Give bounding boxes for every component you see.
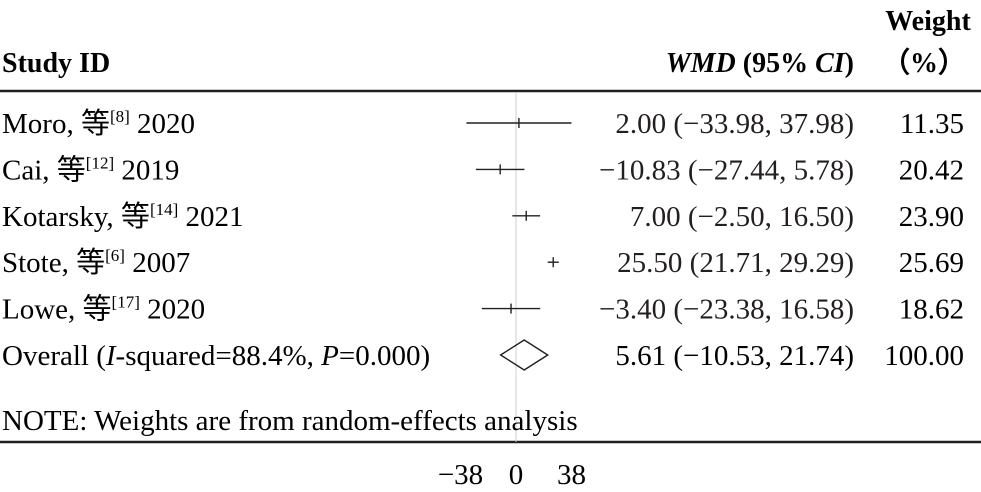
study-label: Lowe, 等[17] 2020 [2, 293, 205, 326]
estimate-text: −10.83 (−27.44, 5.78) [599, 154, 854, 186]
effect-header: WMD (95% CI) [666, 48, 854, 79]
study-label: Stote, 等[6] 2007 [2, 246, 190, 279]
study-year: 2019 [114, 154, 179, 186]
study-name: Kotarsky, 等 [2, 200, 150, 233]
note-text: NOTE: Weights are from random-effects an… [2, 405, 578, 437]
weight-value: 23.90 [899, 201, 964, 233]
study-label: Moro, 等[8] 2020 [2, 107, 195, 140]
weight-value: 11.35 [900, 108, 964, 140]
study-year: 2021 [178, 201, 243, 233]
overall-weight-value: 100.00 [884, 340, 964, 372]
study-ref: [6] [105, 246, 125, 265]
weight-value: 18.62 [899, 294, 964, 326]
x-tick-label: 0 [509, 459, 524, 491]
study-year: 2020 [130, 108, 195, 140]
study-ref: [17] [112, 293, 140, 312]
overall-label-part: I [105, 340, 117, 372]
study-year: 2020 [140, 294, 205, 326]
study-name: Cai, 等 [2, 153, 86, 186]
weight-header-line1: Weight [885, 6, 971, 37]
study-name: Moro, 等 [2, 107, 110, 140]
study-label: Cai, 等[12] 2019 [2, 153, 179, 186]
estimate-text: −3.40 (−23.38, 16.58) [599, 294, 854, 326]
study-name: Lowe, 等 [2, 293, 112, 326]
overall-label-part: =0.000) [339, 340, 430, 372]
study-year: 2007 [125, 247, 190, 279]
study-ref: [14] [150, 200, 178, 219]
study-id-header: Study ID [2, 48, 110, 79]
weight-header-line2: （%） [882, 46, 966, 79]
estimate-text: 7.00 (−2.50, 16.50) [630, 201, 854, 233]
estimate-text: 25.50 (21.71, 29.29) [617, 247, 854, 279]
estimate-text: 2.00 (−33.98, 37.98) [615, 108, 854, 140]
weight-value: 25.69 [899, 247, 964, 279]
overall-label-part: -squared=88.4%, [116, 340, 322, 372]
study-ref: [12] [86, 153, 114, 172]
x-tick-label: 38 [557, 459, 586, 491]
study-ref: [8] [110, 107, 130, 126]
overall-estimate-text: 5.61 (−10.53, 21.74) [615, 340, 854, 372]
x-tick-label: −38 [438, 459, 483, 491]
overall-label-part: Overall ( [2, 340, 106, 372]
study-label: Kotarsky, 等[14] 2021 [2, 200, 244, 233]
overall-label: Overall (I-squared=88.4%, P=0.000) [2, 340, 430, 372]
overall-diamond [499, 339, 550, 371]
overall-label-part: P [320, 340, 339, 372]
study-name: Stote, 等 [2, 246, 105, 279]
weight-value: 20.42 [899, 154, 964, 186]
